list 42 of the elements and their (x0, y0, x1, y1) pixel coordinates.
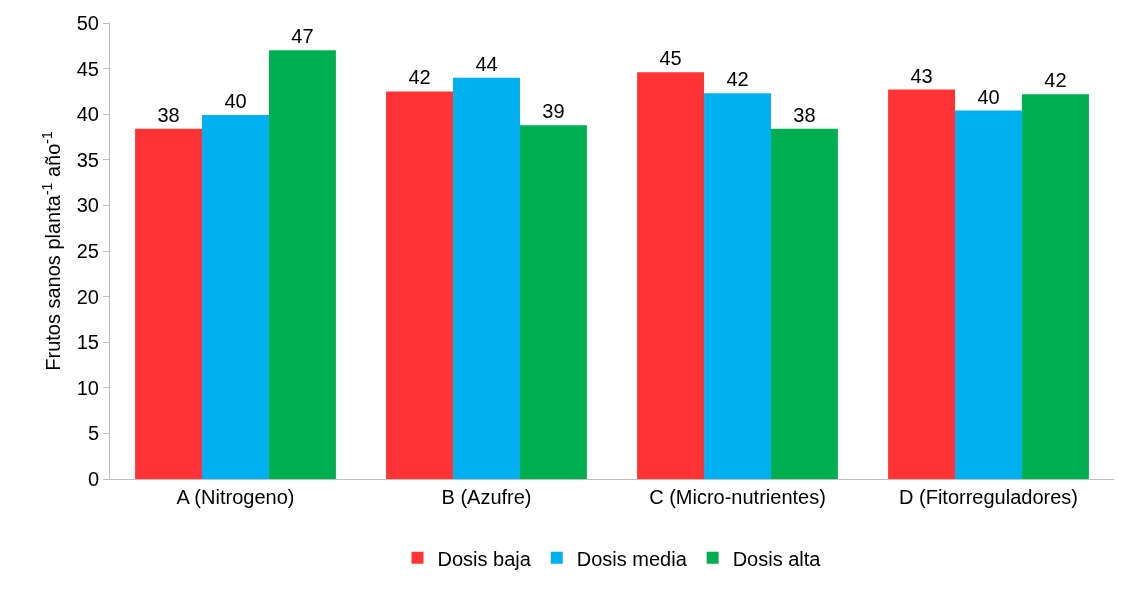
x-tick-label: C (Micro-nutrientes) (649, 486, 826, 508)
y-tick-label: 35 (76, 148, 99, 171)
bar (268, 50, 336, 479)
data-label: 38 (157, 103, 180, 126)
bar (770, 128, 838, 479)
data-label: 42 (726, 68, 749, 91)
data-label: 40 (977, 85, 1000, 108)
data-label: 39 (542, 100, 565, 123)
data-label: 45 (659, 47, 682, 70)
bar (453, 77, 520, 479)
y-tick-label: 20 (76, 285, 99, 308)
bar (955, 110, 1022, 479)
x-tick-label: A (Nitrogeno) (176, 486, 295, 508)
y-tick-label: 10 (76, 376, 99, 399)
bar (704, 93, 771, 479)
bar (386, 91, 454, 479)
y-tick-label: 25 (76, 240, 99, 262)
x-tick-label: D (Fitorreguladores) (899, 486, 1078, 508)
y-tick-label: 50 (76, 12, 99, 34)
data-label: 42 (1044, 69, 1067, 92)
legend-label: Dosis alta (732, 547, 822, 570)
bar (202, 115, 269, 479)
bar (519, 125, 587, 479)
y-tick-label: 0 (87, 468, 99, 490)
bar (637, 72, 705, 479)
x-tick-label: B (Azufre) (441, 486, 532, 508)
bar (1021, 94, 1089, 479)
data-label: 40 (224, 90, 247, 113)
data-label: 47 (291, 25, 314, 48)
data-label: 42 (408, 66, 431, 89)
y-tick-label: 15 (76, 331, 99, 354)
data-label: 38 (793, 103, 816, 126)
y-tick-label: 45 (76, 57, 99, 80)
bar (888, 89, 956, 479)
y-tick-label: 5 (87, 422, 99, 445)
y-tick-label: 40 (76, 103, 99, 126)
data-label: 44 (475, 52, 498, 75)
data-label: 43 (910, 64, 933, 87)
legend-label: Dosis media (576, 547, 688, 570)
y-tick-label: 30 (76, 194, 99, 217)
bar (135, 128, 203, 479)
legend-label: Dosis baja (437, 547, 532, 570)
